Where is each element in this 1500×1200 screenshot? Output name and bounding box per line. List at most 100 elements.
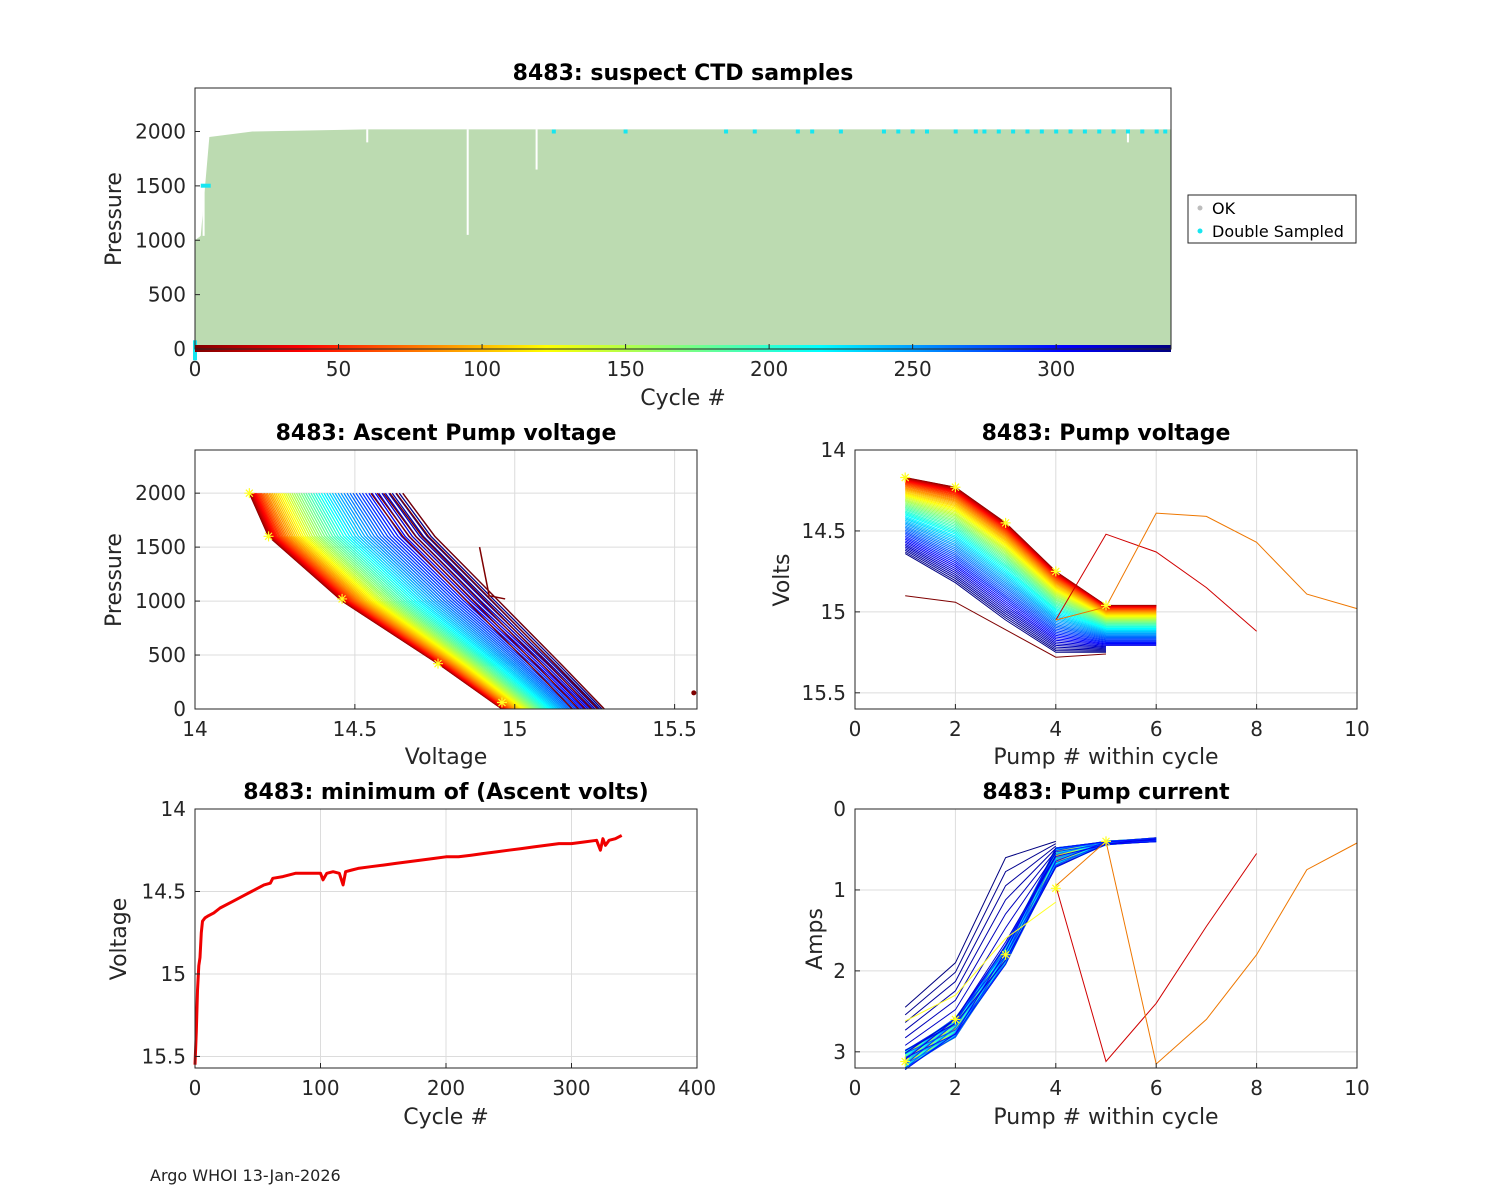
ascent-profile-line <box>343 492 566 710</box>
ascent-profile-line <box>374 492 587 710</box>
ascent-profile-line <box>312 492 546 710</box>
pumpv-ytick-label: 15 <box>821 600 846 624</box>
minv-ytick-label: 15 <box>161 962 186 986</box>
ctd-xlabel: Cycle # <box>640 386 726 411</box>
ascent-profile-line <box>283 492 526 710</box>
minv-xtick-label: 100 <box>301 1076 339 1100</box>
ctd-double-sample <box>623 129 628 134</box>
ascent-ytick-label: 500 <box>148 643 186 667</box>
minv-xtick-label: 0 <box>189 1076 202 1100</box>
ascent-data-layer <box>244 488 697 710</box>
ascent-profile-line <box>315 492 547 710</box>
pumpa-line <box>904 837 1157 1060</box>
ascent-panel: 8483: Ascent Pump voltage 14 14.5 15 15.5 0… <box>102 421 698 770</box>
pumpa-line <box>904 837 1157 1054</box>
pumpv-ytick-label: 15.5 <box>801 681 846 705</box>
ascent-marker <box>433 658 444 669</box>
minv-series-line <box>193 834 623 1065</box>
pumpa-line <box>904 840 1157 1055</box>
pumpa-panel: 8483: Pump current 0 2 4 6 8 10 0 1 2 3 Pump # w… <box>803 780 1370 1130</box>
pumpa-line <box>904 837 1157 1052</box>
ascent-profile-line <box>365 492 580 710</box>
pumpa-marker <box>900 1056 911 1067</box>
ctd-double-sample <box>973 129 978 134</box>
pumpv-line <box>905 493 1157 617</box>
ascent-profile-line <box>381 492 591 710</box>
ascent-profile-line <box>279 492 523 710</box>
pumpa-line <box>904 840 1157 1054</box>
ctd-ytick-label: 2000 <box>135 120 186 144</box>
pumpv-xtick-label: 10 <box>1344 717 1369 741</box>
pumpv-line <box>904 532 1157 641</box>
pumpa-line <box>904 840 1157 1055</box>
pumpa-ytick-label: 3 <box>833 1040 846 1064</box>
ascent-profile-line <box>376 492 580 710</box>
pumpv-xtick-label: 0 <box>849 717 862 741</box>
pumpv-line <box>904 529 1157 639</box>
pumpa-ytick-label: 0 <box>833 797 846 821</box>
ctd-double-sample <box>1140 129 1145 134</box>
pumpv-marker <box>1050 566 1061 577</box>
pumpv-xtick-label: 2 <box>949 717 962 741</box>
pumpa-ylabel: Amps <box>803 908 828 970</box>
pumpv-yticks: 14 14.5 15 15.5 <box>801 438 860 705</box>
ascent-xtick-label: 15.5 <box>652 717 697 741</box>
pumpa-line <box>904 845 1057 1023</box>
ascent-xlabel: Voltage <box>405 745 488 770</box>
minv-title: 8483: minimum of (Ascent volts) <box>243 780 649 805</box>
ascent-profile-line <box>287 492 528 710</box>
pumpv-line <box>905 502 1157 622</box>
ctd-double-sample <box>1125 129 1130 134</box>
pumpa-grid <box>854 808 1358 1068</box>
ascent-plot-box <box>194 449 698 710</box>
pumpv-xtick-label: 8 <box>1250 717 1263 741</box>
pumpv-marker <box>950 482 961 493</box>
pumpv-line <box>904 543 1107 647</box>
ascent-profile-line <box>383 492 586 710</box>
ctd-double-sample <box>896 129 901 134</box>
ctd-double-sample <box>200 183 211 188</box>
ascent-ytick-label: 1500 <box>135 535 186 559</box>
pumpa-line <box>904 840 1157 1054</box>
pumpa-line <box>904 840 1157 1056</box>
pumpv-marker <box>1101 600 1111 611</box>
ascent-profile-line <box>275 492 520 710</box>
pumpa-line <box>904 839 1157 1053</box>
ctd-double-sample <box>1054 129 1059 134</box>
ascent-ytick-label: 2000 <box>135 481 186 505</box>
pumpv-line <box>905 523 1157 635</box>
pumpv-data-layer <box>900 472 1358 658</box>
pumpa-line <box>904 837 1157 1057</box>
ctd-double-sample <box>551 129 556 134</box>
ctd-double-sample <box>810 129 815 134</box>
ascent-profile-line <box>291 492 531 710</box>
pumpa-marker <box>1000 949 1011 960</box>
pumpa-line <box>904 852 1057 1046</box>
pumpa-line <box>904 840 1056 1008</box>
pumpa-outlier-orange <box>1055 840 1358 1065</box>
ctd-ytick-label: 0 <box>173 337 186 361</box>
legend-entry-double: Double Sampled <box>1212 222 1344 241</box>
pumpv-line <box>905 503 1157 623</box>
pumpv-outlier-red <box>1055 533 1257 632</box>
pumpv-xtick-label: 6 <box>1150 717 1163 741</box>
pumpv-line <box>904 551 1107 652</box>
ascent-profile-line <box>389 492 592 710</box>
ascent-profile-line <box>307 492 542 710</box>
ascent-profile-line <box>303 492 539 710</box>
ascent-marker <box>337 593 348 604</box>
ascent-profile-line <box>293 492 533 710</box>
pumpv-line <box>904 538 1157 644</box>
pumpv-line <box>904 546 1107 649</box>
pumpv-line <box>905 518 1157 632</box>
pumpv-ytick-label: 14.5 <box>801 519 846 543</box>
pumpv-line <box>904 549 1107 651</box>
pumpv-line <box>905 505 1157 624</box>
pumpa-line <box>904 837 1157 1055</box>
pumpv-ytick-label: 14 <box>821 438 846 462</box>
pumpv-line <box>905 522 1157 634</box>
ascent-profile-line <box>346 492 568 710</box>
pumpv-line <box>905 521 1157 634</box>
ascent-profile-line <box>310 492 544 710</box>
